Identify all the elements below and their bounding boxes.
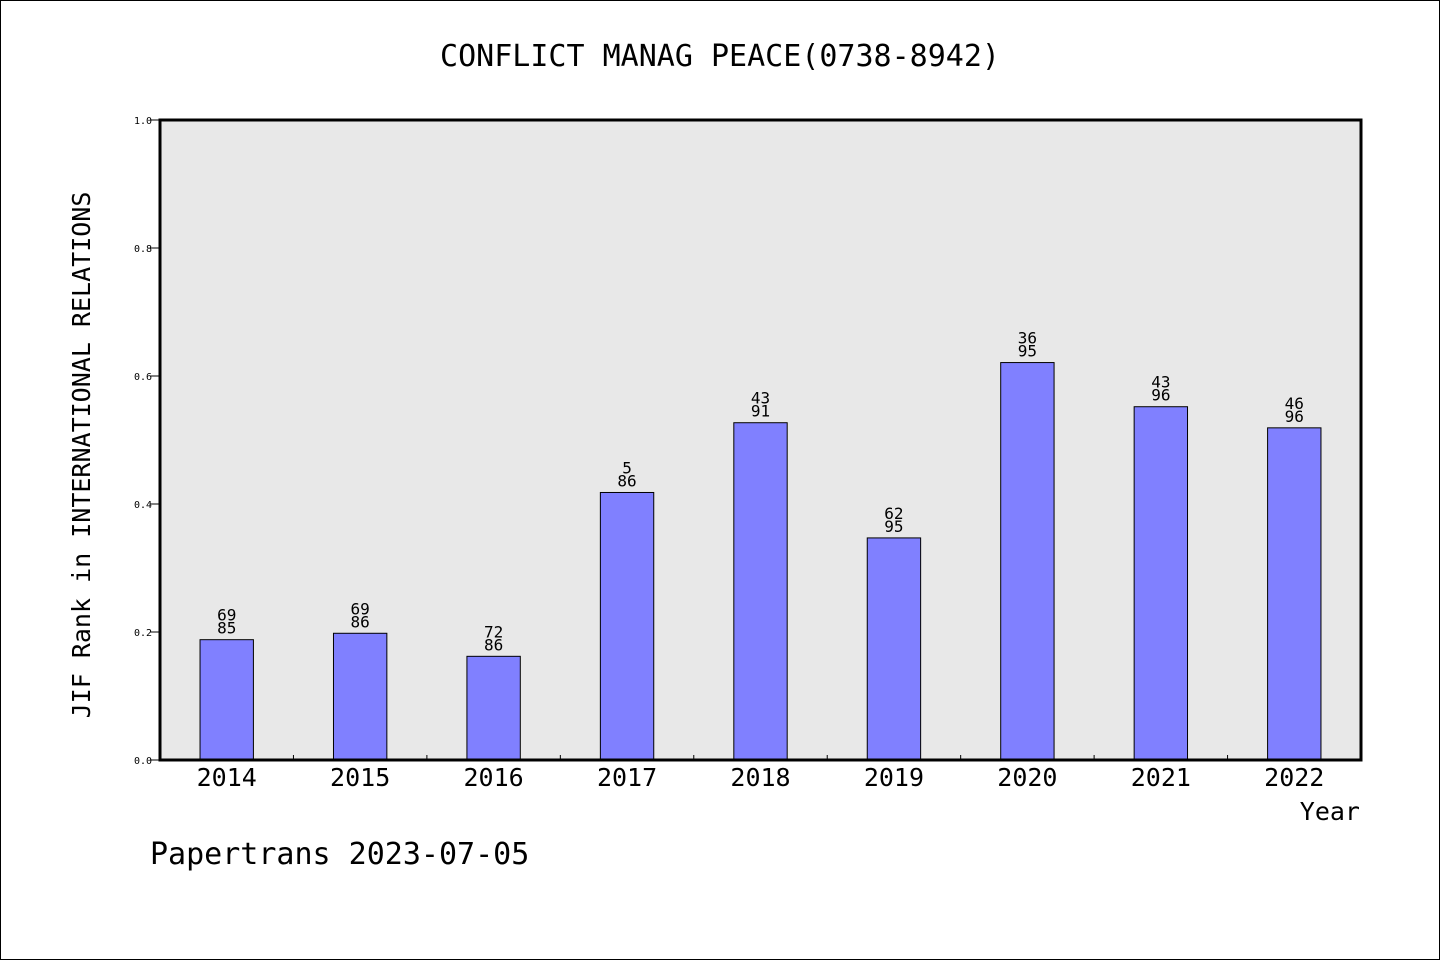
bar-label-rank-2022: 46 bbox=[1285, 394, 1304, 413]
x-tick-label-2017: 2017 bbox=[597, 763, 657, 792]
bar-label-rank-2018: 43 bbox=[751, 389, 770, 408]
x-tick-label-2019: 2019 bbox=[864, 763, 924, 792]
bar-2021 bbox=[1133, 406, 1189, 761]
y-axis-label: JIF Rank in INTERNATIONAL RELATIONS bbox=[67, 192, 96, 719]
bars-group bbox=[199, 362, 1322, 761]
bar-label-rank-2021: 43 bbox=[1151, 373, 1170, 392]
y-tick-label: 0.6 bbox=[134, 372, 152, 383]
bar-2016 bbox=[466, 655, 521, 761]
bar-2019 bbox=[866, 537, 922, 761]
x-tick-label-2020: 2020 bbox=[997, 763, 1057, 792]
bar-2022 bbox=[1267, 427, 1322, 761]
bar-2014 bbox=[199, 639, 254, 761]
bar-label-total-2017: 86 bbox=[617, 471, 636, 490]
plot-border bbox=[158, 118, 1363, 762]
bar-label-rank-2014: 69 bbox=[217, 606, 236, 625]
y-tick-label: 0.0 bbox=[134, 756, 152, 767]
x-tick-label-2016: 2016 bbox=[464, 763, 524, 792]
bar-label-total-2018: 91 bbox=[751, 402, 770, 421]
bar-2020 bbox=[1000, 362, 1055, 761]
bar-2015 bbox=[332, 632, 388, 761]
x-tick-label-2022: 2022 bbox=[1264, 763, 1324, 792]
bar-label-total-2015: 86 bbox=[351, 612, 370, 631]
y-tick-label: 0.4 bbox=[134, 500, 152, 511]
x-tick-label-2021: 2021 bbox=[1131, 763, 1191, 792]
bar-label-total-2016: 86 bbox=[484, 635, 503, 654]
bar-label-rank-2016: 72 bbox=[484, 622, 503, 641]
bar-label-total-2022: 96 bbox=[1285, 407, 1304, 426]
x-tick-label-2014: 2014 bbox=[197, 763, 257, 792]
bar-label-rank-2015: 69 bbox=[351, 599, 370, 618]
bar-2018 bbox=[733, 422, 788, 761]
footer-credit: Papertrans 2023-07-05 bbox=[150, 837, 529, 872]
bar-2017 bbox=[599, 491, 655, 761]
bar-label-total-2021: 96 bbox=[1151, 386, 1170, 405]
x-tick-label-2015: 2015 bbox=[330, 763, 390, 792]
y-tick-label: 1.0 bbox=[134, 116, 152, 127]
x-axis-label: Year bbox=[1300, 797, 1360, 826]
bar-label-rank-2017: 5 bbox=[622, 458, 632, 477]
bar-label-total-2014: 85 bbox=[217, 619, 236, 638]
y-axis: 0.0 0.2 0.4 0.6 0.8 1.0 bbox=[134, 116, 160, 767]
bar-label-rank-2020: 36 bbox=[1018, 329, 1037, 348]
bar-label-rank-2019: 62 bbox=[884, 504, 903, 523]
chart-title: CONFLICT MANAG PEACE(0738-8942) bbox=[440, 39, 1000, 74]
y-tick-label: 0.8 bbox=[134, 244, 152, 255]
x-axis: 2014 2015 2016 2017 2018 2019 2020 2021 2022 bbox=[197, 755, 1324, 792]
bar-label-total-2019: 95 bbox=[884, 517, 903, 536]
bar-label-total-2020: 95 bbox=[1018, 342, 1037, 361]
x-tick-label-2018: 2018 bbox=[730, 763, 790, 792]
y-tick-label: 0.2 bbox=[134, 628, 152, 639]
